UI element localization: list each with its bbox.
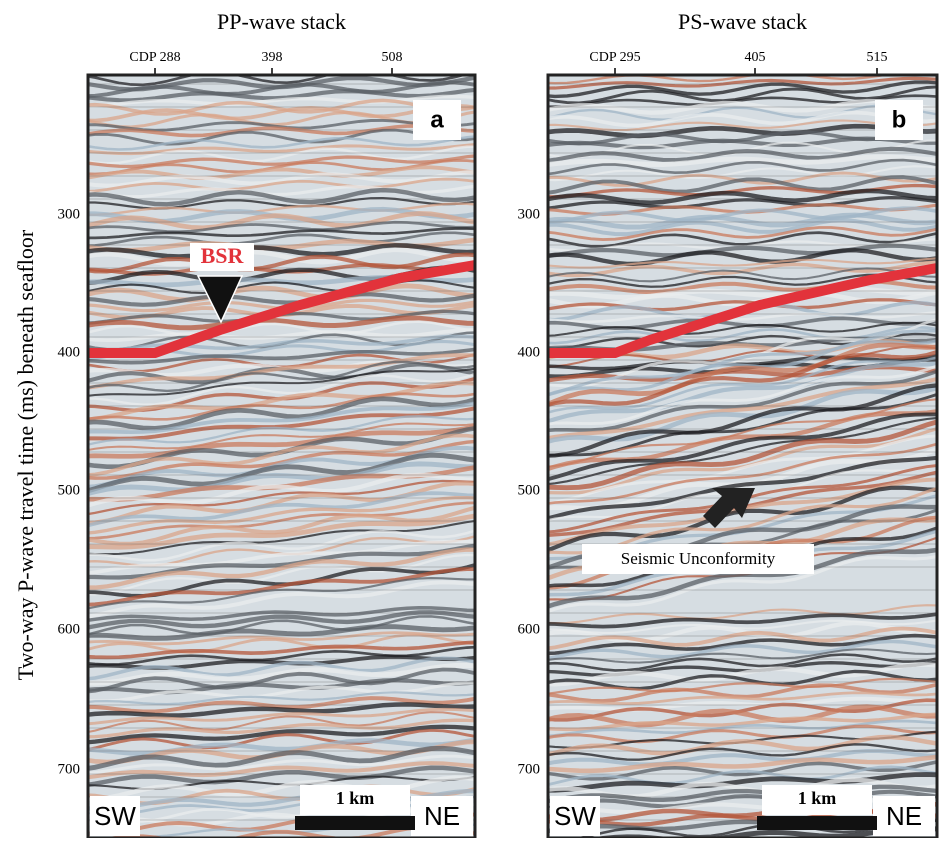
panel-title: PP-wave stack: [217, 9, 346, 34]
x-tick-label: 515: [867, 50, 888, 65]
x-tick-label: CDP 295: [589, 50, 640, 65]
y-tick-label: 600: [58, 621, 81, 637]
y-tick-label: 400: [518, 344, 541, 360]
y-tick-label: 500: [58, 482, 81, 498]
y-tick-label: 300: [518, 206, 541, 222]
figure: Two-way P-wave travel time (ms) beneath …: [0, 0, 939, 838]
y-tick-label: 600: [518, 621, 541, 637]
scale-bar: [757, 816, 877, 830]
direction-left: SW: [94, 801, 136, 831]
y-axis-label: Two-way P-wave travel time (ms) beneath …: [13, 229, 38, 680]
y-tick-label: 700: [58, 761, 81, 777]
direction-left: SW: [554, 801, 596, 831]
x-tick-label: 508: [382, 50, 403, 65]
direction-right: NE: [424, 801, 460, 831]
direction-right: NE: [886, 801, 922, 831]
x-tick-label: 405: [745, 50, 766, 65]
x-tick-label: CDP 288: [129, 50, 180, 65]
y-tick-label: 700: [518, 761, 541, 777]
scale-bar: [295, 816, 415, 830]
panel-title: PS-wave stack: [678, 9, 807, 34]
scale-label: 1 km: [798, 788, 837, 808]
y-tick-label: 300: [58, 206, 81, 222]
annotation: BSR: [201, 243, 245, 268]
panel-label: b: [892, 106, 907, 133]
seismic-section: [83, 70, 479, 838]
x-tick-label: 398: [262, 50, 283, 65]
annotation: Seismic Unconformity: [621, 549, 776, 568]
y-tick-label: 500: [518, 482, 541, 498]
y-tick-label: 400: [58, 344, 81, 360]
seismic-section: [543, 71, 939, 838]
scale-label: 1 km: [336, 788, 375, 808]
panel-label: a: [430, 106, 444, 133]
